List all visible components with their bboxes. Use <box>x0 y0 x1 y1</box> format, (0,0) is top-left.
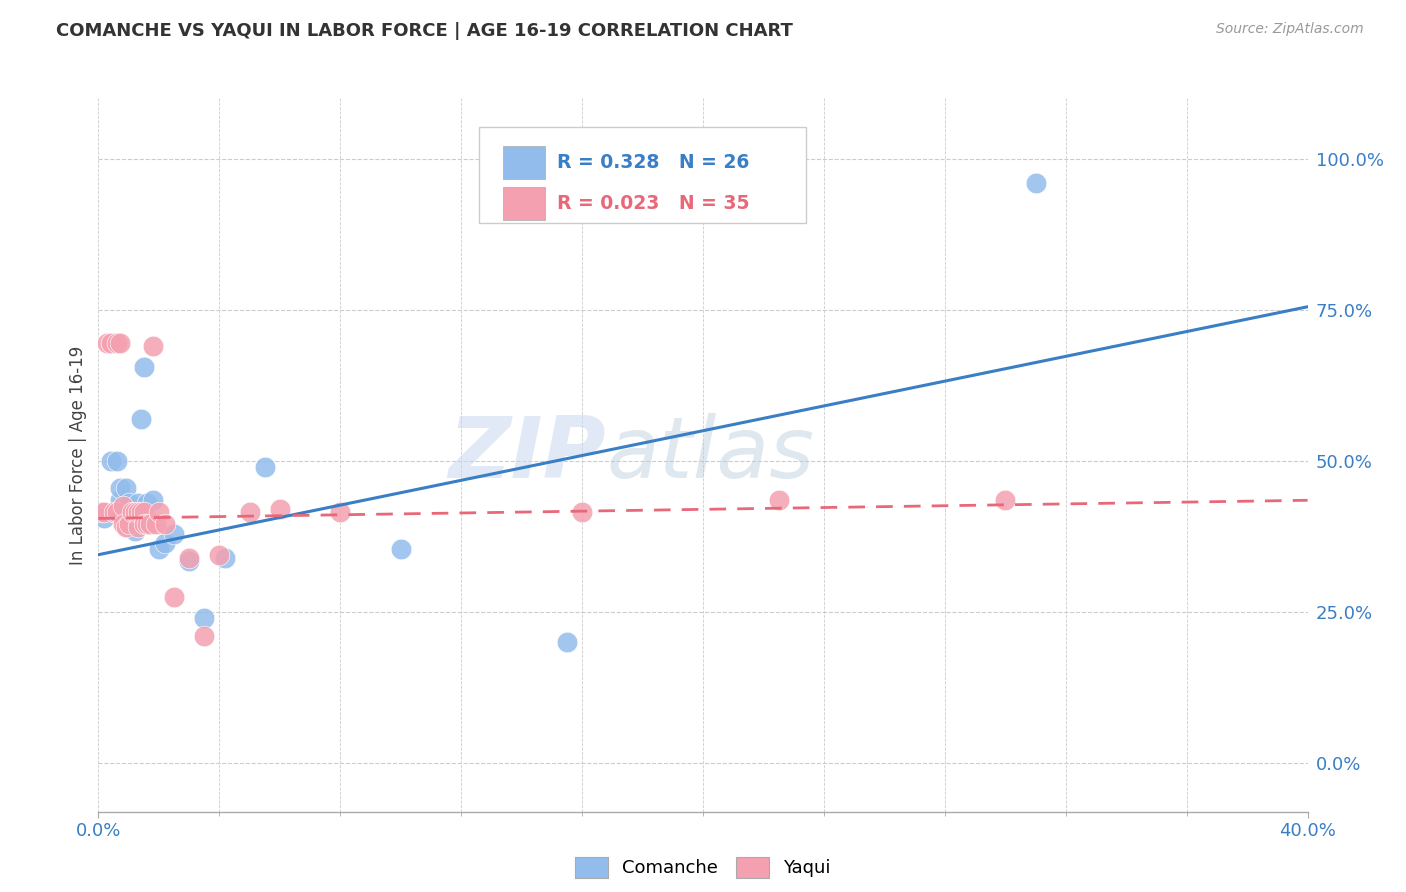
Point <box>127 520 149 534</box>
Point <box>111 517 134 532</box>
FancyBboxPatch shape <box>503 187 544 220</box>
Point <box>124 505 146 519</box>
Point <box>571 505 593 519</box>
Point <box>108 336 131 351</box>
Point <box>132 505 155 519</box>
Point <box>108 481 131 495</box>
Point <box>768 493 790 508</box>
Point <box>214 550 236 565</box>
FancyBboxPatch shape <box>479 127 806 223</box>
Legend: Comanche, Yaqui: Comanche, Yaqui <box>568 849 838 885</box>
Point <box>108 493 131 508</box>
Point <box>129 411 152 425</box>
Point <box>135 517 157 532</box>
Point <box>153 517 176 532</box>
Point <box>135 496 157 510</box>
Point <box>1024 176 1046 190</box>
Text: COMANCHE VS YAQUI IN LABOR FORCE | AGE 16-19 CORRELATION CHART: COMANCHE VS YAQUI IN LABOR FORCE | AGE 1… <box>56 22 793 40</box>
Point <box>93 505 115 519</box>
Point <box>148 505 170 519</box>
Text: atlas: atlas <box>606 413 814 497</box>
Point <box>253 460 276 475</box>
Point <box>111 505 134 519</box>
Point <box>239 505 262 519</box>
Point <box>121 505 143 519</box>
Text: Source: ZipAtlas.com: Source: ZipAtlas.com <box>1216 22 1364 37</box>
Point <box>153 535 176 549</box>
Point <box>329 505 352 519</box>
Text: ZIP: ZIP <box>449 413 606 497</box>
Point <box>124 524 146 538</box>
Point <box>114 481 136 495</box>
Point <box>111 500 134 514</box>
Point <box>93 511 115 525</box>
Point <box>193 611 215 625</box>
Point <box>105 505 128 519</box>
Text: R = 0.023   N = 35: R = 0.023 N = 35 <box>557 194 749 213</box>
Point <box>103 505 125 519</box>
Point <box>163 526 186 541</box>
Point <box>114 520 136 534</box>
Point <box>139 517 162 532</box>
Point <box>105 454 128 468</box>
Point <box>129 505 152 519</box>
Point <box>118 517 141 532</box>
Text: R = 0.328   N = 26: R = 0.328 N = 26 <box>557 153 749 172</box>
Point <box>127 496 149 510</box>
Point <box>142 493 165 508</box>
Point <box>142 339 165 353</box>
Point <box>994 493 1017 508</box>
Point <box>90 505 112 519</box>
Point <box>145 517 167 532</box>
Point <box>163 590 186 604</box>
Point <box>132 517 155 532</box>
Point <box>208 548 231 562</box>
Point <box>103 505 125 519</box>
Point <box>105 336 128 351</box>
Point <box>118 520 141 534</box>
Point <box>389 541 412 556</box>
Point <box>555 635 578 649</box>
Point <box>132 360 155 375</box>
Point <box>179 554 201 568</box>
Point <box>100 336 122 351</box>
Point <box>100 454 122 468</box>
FancyBboxPatch shape <box>503 146 544 179</box>
Point <box>179 550 201 565</box>
Y-axis label: In Labor Force | Age 16-19: In Labor Force | Age 16-19 <box>69 345 87 565</box>
Point <box>148 541 170 556</box>
Point <box>118 496 141 510</box>
Point <box>127 505 149 519</box>
Point <box>269 502 291 516</box>
Point <box>96 336 118 351</box>
Point <box>193 629 215 643</box>
